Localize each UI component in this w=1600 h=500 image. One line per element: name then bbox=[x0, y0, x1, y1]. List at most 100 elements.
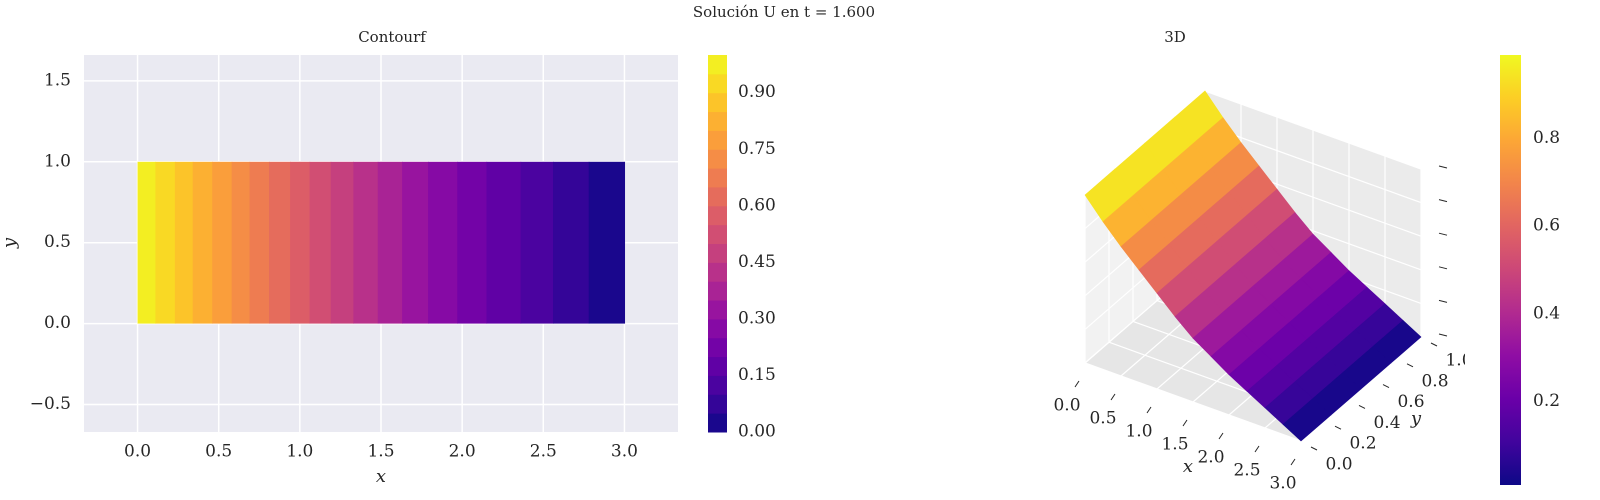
contour-band bbox=[428, 161, 458, 324]
chart-title: 3D bbox=[1164, 28, 1186, 46]
colorbar-band bbox=[708, 375, 727, 395]
z-tick bbox=[1438, 232, 1448, 236]
colorbar-band bbox=[708, 356, 727, 376]
y-tick-label: 0.6 bbox=[1397, 392, 1424, 412]
x-tick-label: 1.0 bbox=[286, 442, 313, 462]
y-axis-label: y bbox=[1410, 408, 1422, 429]
colorbar-band bbox=[708, 92, 727, 113]
contour-band bbox=[330, 161, 355, 324]
contour-band bbox=[290, 161, 311, 324]
contour-band bbox=[588, 161, 626, 324]
contour-band bbox=[457, 161, 488, 324]
colorbar-tick-label: 0.30 bbox=[738, 308, 776, 328]
z-tick-label: 0.4 bbox=[1469, 249, 1496, 269]
y-tick-label: 1.0 bbox=[44, 151, 71, 171]
colorbar-band bbox=[708, 55, 727, 75]
contour-band bbox=[402, 161, 429, 324]
colorbar-band bbox=[708, 413, 727, 433]
y-tick bbox=[1406, 363, 1414, 368]
chart-title: Contourf bbox=[358, 28, 427, 46]
x-tick bbox=[1110, 393, 1116, 401]
z-tick-label: 0.6 bbox=[1469, 216, 1496, 236]
contour-band bbox=[377, 161, 403, 324]
x-tick bbox=[1218, 432, 1224, 440]
x-tick-label: 3.0 bbox=[611, 442, 638, 462]
contour-band bbox=[553, 161, 590, 324]
colorbar-band bbox=[708, 281, 727, 301]
x-tick bbox=[1074, 380, 1080, 388]
x-tick-label: 2.0 bbox=[449, 442, 476, 462]
x-tick-label: 2.0 bbox=[1197, 448, 1224, 468]
figure-title: Solución U en t = 1.600 bbox=[693, 3, 875, 21]
z-tick-label: 0.0 bbox=[1469, 317, 1496, 337]
colorbar-tick-label: 0.4 bbox=[1533, 303, 1560, 323]
x-tick bbox=[1290, 458, 1296, 466]
axes-3d: 0.00.51.01.52.02.53.00.00.20.40.60.81.00… bbox=[1053, 90, 1496, 494]
surface-face bbox=[1282, 397, 1332, 442]
y-tick-label: 0.5 bbox=[44, 232, 71, 252]
colorbar-band bbox=[708, 73, 727, 94]
x-tick-label: 0.5 bbox=[205, 442, 232, 462]
z-tick bbox=[1438, 266, 1448, 270]
y-tick bbox=[1382, 384, 1390, 389]
colorbar-band bbox=[708, 318, 727, 339]
contour-band bbox=[249, 161, 270, 324]
colorbar-band bbox=[708, 111, 727, 131]
colorbar-tick-label: 0.75 bbox=[738, 139, 776, 159]
y-tick-label: 0.4 bbox=[1373, 413, 1400, 433]
z-tick bbox=[1438, 299, 1448, 303]
contour-band bbox=[212, 161, 233, 324]
colorbar-tick-label: 0.8 bbox=[1533, 128, 1560, 148]
z-tick-label: 1.0 bbox=[1469, 149, 1496, 169]
colorbar-tick-label: 0.00 bbox=[738, 422, 776, 442]
z-tick bbox=[1438, 199, 1448, 203]
y-tick-label: 1.0 bbox=[1445, 351, 1472, 371]
colorbar-tick-label: 0.2 bbox=[1533, 391, 1560, 411]
y-tick-label: 0.0 bbox=[1325, 455, 1352, 475]
x-tick-label: 0.5 bbox=[1089, 409, 1116, 429]
x-axis-label: x bbox=[376, 466, 386, 487]
y-tick-label: −0.5 bbox=[30, 394, 71, 414]
colorbar-band bbox=[708, 130, 727, 150]
grid-line bbox=[1084, 362, 1302, 442]
x-tick-label: 3.0 bbox=[1269, 474, 1296, 494]
x-tick-label: 2.5 bbox=[530, 442, 557, 462]
x-tick-label: 2.5 bbox=[1233, 461, 1260, 481]
contour-band bbox=[192, 161, 213, 324]
y-tick bbox=[1358, 404, 1366, 409]
colorbar-tick-label: 0.60 bbox=[738, 195, 776, 215]
x-tick bbox=[1182, 419, 1188, 427]
colorbar-band bbox=[708, 300, 727, 320]
colorbar-tick-label: 0.45 bbox=[738, 252, 776, 272]
z-tick bbox=[1438, 165, 1448, 169]
contour-band bbox=[353, 161, 379, 324]
x-tick-label: 1.5 bbox=[1161, 435, 1188, 455]
colorbar-band bbox=[708, 243, 727, 263]
contour-band bbox=[174, 161, 194, 324]
y-tick-label: 0.2 bbox=[1349, 434, 1376, 454]
y-tick bbox=[1334, 425, 1342, 430]
contour-band bbox=[231, 161, 251, 324]
z-tick-label: 0.2 bbox=[1469, 283, 1496, 303]
x-tick-label: 0.0 bbox=[124, 442, 151, 462]
contour-band bbox=[486, 161, 522, 324]
colorbar bbox=[1500, 55, 1521, 485]
x-tick bbox=[1146, 406, 1152, 414]
grid-line bbox=[1204, 90, 1422, 170]
contour-band bbox=[269, 161, 291, 324]
x-axis-label: x bbox=[1183, 456, 1193, 477]
z-tick-label: 0.8 bbox=[1469, 182, 1496, 202]
z-tick bbox=[1438, 333, 1448, 337]
x-tick bbox=[1254, 445, 1260, 453]
contour-band bbox=[520, 161, 554, 324]
colorbar-band bbox=[708, 394, 727, 414]
contour-band bbox=[155, 161, 176, 324]
colorbar-band bbox=[708, 149, 727, 169]
x-tick-label: 1.0 bbox=[1125, 422, 1152, 442]
x-tick-label: 0.0 bbox=[1053, 396, 1080, 416]
contour-band bbox=[309, 161, 332, 324]
y-tick-label: 0.8 bbox=[1421, 371, 1448, 391]
contour-band bbox=[137, 161, 157, 324]
grid-line bbox=[1204, 124, 1422, 204]
